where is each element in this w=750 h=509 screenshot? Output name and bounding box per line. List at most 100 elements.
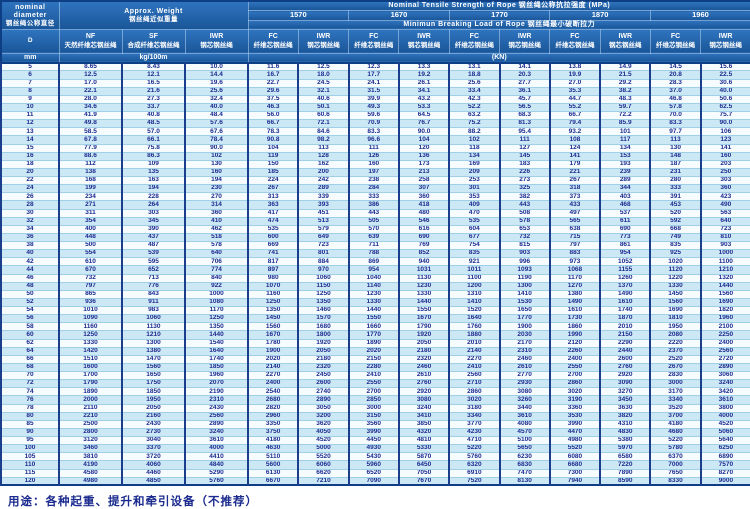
value-cell: 168 — [58, 176, 123, 185]
diameter-cell: 32 — [0, 216, 60, 226]
value-cell: 2270 — [247, 371, 300, 380]
load-col-1960-fc: FC 纤维芯钢丝绳 — [649, 28, 702, 54]
value-cell: 490 — [699, 200, 750, 210]
value-cell: 869 — [347, 257, 400, 266]
corner-header: nominal diameter 钢丝绳公称直径 — [0, 0, 60, 30]
value-cell: 400 — [58, 224, 123, 234]
value-cell: 2890 — [297, 395, 350, 405]
value-cell: 353 — [448, 192, 501, 201]
value-cell: 113 — [649, 135, 702, 145]
value-cell: 1640 — [448, 314, 501, 323]
value-cell: 1330 — [347, 297, 400, 307]
value-cell: 4580 — [58, 468, 123, 478]
value-cell: 610 — [58, 257, 123, 266]
value-cell: 41.9 — [58, 111, 123, 120]
value-cell: 49.8 — [58, 119, 123, 128]
value-cell: 17.0 — [58, 78, 123, 88]
value-cell: 1960 — [183, 371, 250, 380]
value-cell: 43.2 — [397, 94, 451, 104]
value-cell: 14.4 — [183, 70, 250, 80]
value-cell: 160 — [183, 167, 250, 177]
value-cell: 423 — [699, 192, 750, 201]
strength-grade-1870: 1870 — [549, 10, 651, 21]
table-row: 20 138 135 160 185 200 197 213 209 226 221 239 231 25… — [0, 167, 750, 177]
value-cell: 2560 — [183, 411, 250, 421]
value-cell: 1250 — [297, 289, 350, 299]
diameter-cell: 64 — [0, 346, 60, 356]
strength-grade-1960: 1960 — [649, 10, 750, 21]
load-col-1570-fc: FC 纤维芯钢丝绳 — [247, 28, 299, 54]
value-cell: 68.3 — [498, 111, 551, 120]
value-cell: 3000 — [347, 403, 400, 413]
value-cell: 45.7 — [498, 94, 551, 104]
value-cell: 391 — [649, 192, 702, 201]
value-cell: 14.9 — [599, 61, 652, 71]
value-cell: 2450 — [297, 371, 350, 380]
value-cell: 1330 — [397, 289, 451, 299]
value-cell: 1060 — [297, 273, 350, 283]
value-cell: 474 — [247, 216, 300, 226]
diameter-cell: 72 — [0, 379, 60, 388]
diameter-cell: 52 — [0, 297, 60, 307]
value-cell: 39.9 — [347, 94, 400, 104]
value-cell: 76.7 — [397, 119, 451, 128]
value-cell: 4680 — [649, 427, 702, 437]
value-cell: 18.0 — [297, 70, 350, 80]
value-cell: 95.4 — [498, 127, 551, 136]
table-row: 15 77.9 75.8 90.0 104 113 111 120 118 127 124 134 13… — [0, 143, 750, 153]
value-cell: 749 — [649, 232, 702, 242]
value-cell: 4930 — [347, 444, 400, 453]
value-cell: 3020 — [448, 395, 501, 405]
value-cell: 903 — [699, 241, 750, 250]
load-col-1570-iwr: IWR 钢芯钢丝绳 — [297, 28, 350, 54]
diameter-cell: 30 — [0, 208, 60, 218]
table-row: 10 34.6 33.7 40.0 46.3 50.1 49.3 53.3 52.2 56.5 55… — [0, 102, 750, 112]
value-cell: 3060 — [699, 371, 750, 380]
table-row: 50 865 843 1000 1160 1250 1230 1330 1310 1410 1380… — [0, 289, 750, 299]
value-cell: 4980 — [548, 436, 602, 445]
diameter-cell: 105 — [0, 452, 60, 461]
value-cell: 1960 — [699, 314, 750, 323]
value-cell: 537 — [599, 208, 652, 218]
value-cell: 4810 — [397, 436, 451, 445]
value-cell: 980 — [247, 273, 300, 283]
value-cell: 13.3 — [397, 61, 451, 71]
value-cell: 228 — [121, 192, 186, 201]
value-cell: 119 — [247, 151, 300, 161]
value-cell: 2410 — [448, 362, 501, 372]
diameter-cell: 7 — [0, 78, 60, 88]
value-cell: 123 — [699, 135, 750, 145]
value-cell: 6250 — [699, 444, 750, 453]
value-cell: 20.3 — [498, 70, 551, 80]
value-cell: 141 — [699, 143, 750, 153]
value-cell: 7050 — [397, 468, 451, 478]
value-cell: 2050 — [121, 403, 186, 413]
value-cell: 3240 — [183, 427, 250, 437]
value-cell: 843 — [121, 289, 186, 299]
value-cell: 1130 — [121, 322, 186, 331]
value-cell: 3520 — [649, 403, 702, 413]
value-cell: 3080 — [498, 387, 551, 396]
value-cell: 40.0 — [183, 102, 250, 112]
value-cell: 2150 — [347, 354, 400, 364]
value-cell: 1155 — [599, 265, 652, 275]
value-cell: 1011 — [448, 265, 501, 275]
value-cell: 2760 — [397, 379, 451, 388]
weight-col-iwr: IWR 钢芯钢丝绳 — [184, 28, 249, 54]
value-cell: 1410 — [498, 289, 551, 299]
table-row: 78 2110 2050 2430 2820 3050 3000 3240 3180 3440 33… — [0, 403, 750, 413]
value-cell: 3040 — [121, 436, 186, 445]
value-cell: 50.1 — [297, 102, 350, 112]
value-cell: 31.5 — [347, 86, 400, 96]
value-cell: 1160 — [247, 289, 300, 299]
value-cell: 301 — [448, 184, 501, 193]
table-row: 30 311 303 360 417 451 443 480 470 508 497 537 520 56… — [0, 208, 750, 218]
table-row: 6 12.5 12.1 14.4 16.7 18.0 17.7 19.2 18.8 20.3 19.… — [0, 70, 750, 80]
value-cell: 2320 — [297, 362, 350, 372]
value-cell: 2500 — [58, 419, 123, 429]
value-cell: 1610 — [548, 306, 602, 315]
value-cell: 1820 — [699, 306, 750, 315]
value-cell: 209 — [448, 167, 501, 177]
value-cell: 8270 — [699, 468, 750, 478]
value-cell: 2860 — [548, 379, 602, 388]
